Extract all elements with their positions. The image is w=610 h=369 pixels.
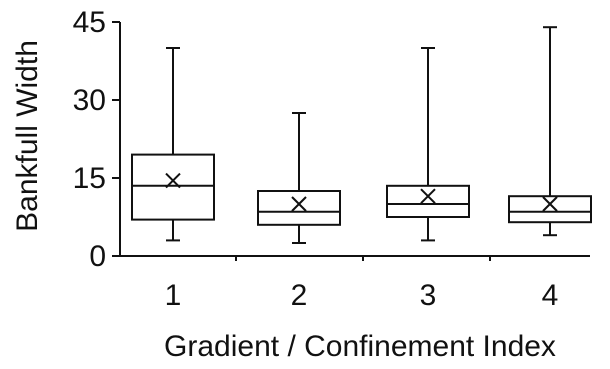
- y-axis: 0 15 30 45: [73, 6, 121, 273]
- box-2: [257, 112, 341, 244]
- x-axis-title: Gradient / Confinement Index: [164, 330, 556, 363]
- y-tick-label-0: 0: [89, 240, 106, 273]
- box-1: [131, 47, 215, 242]
- interquartile-box: [386, 184, 470, 219]
- y-tick-label-45: 45: [73, 6, 106, 39]
- x-axis: 1 2 3 4: [120, 255, 590, 312]
- interquartile-box: [131, 153, 215, 221]
- x-tick-label-2: 2: [291, 279, 308, 312]
- interquartile-box: [257, 190, 341, 226]
- box-3: [386, 47, 470, 242]
- y-tick-label-30: 30: [73, 84, 106, 117]
- mean-marker-stroke-b: [165, 172, 181, 189]
- interquartile-box: [508, 195, 592, 224]
- mean-marker-stroke-b: [542, 196, 558, 212]
- box-4: [508, 26, 592, 237]
- boxes: [131, 26, 592, 244]
- y-axis-title: Bankfull Width: [11, 40, 44, 232]
- mean-marker-stroke-b: [291, 196, 307, 212]
- mean-marker-stroke-b: [420, 188, 436, 204]
- x-tick-label-4: 4: [542, 279, 559, 312]
- y-tick-label-15: 15: [73, 162, 106, 195]
- x-tick-label-3: 3: [420, 279, 437, 312]
- x-tick-label-1: 1: [165, 279, 182, 312]
